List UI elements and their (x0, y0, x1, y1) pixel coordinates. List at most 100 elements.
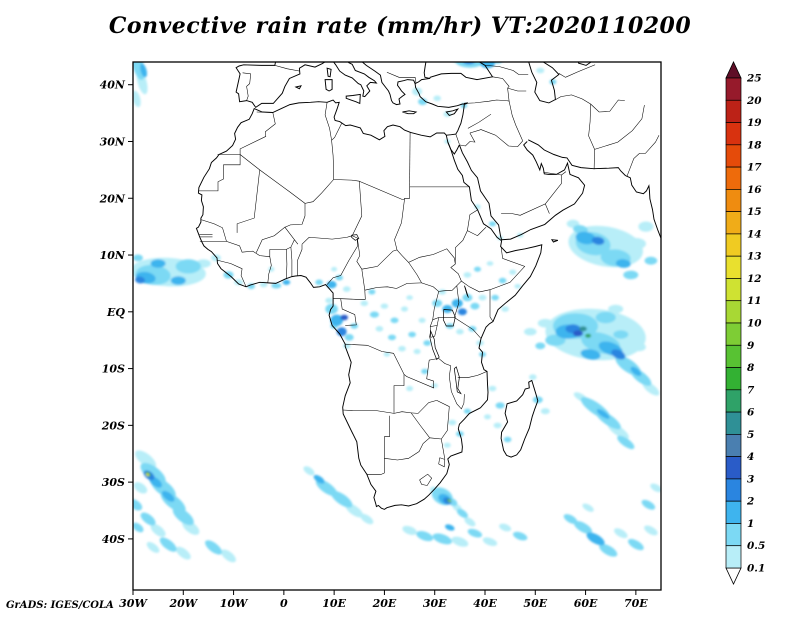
rain-cell (501, 306, 509, 312)
country-border (419, 473, 433, 486)
country-border (464, 99, 507, 104)
colorbar-label: 12 (747, 273, 762, 285)
country-border (454, 317, 482, 339)
rain-cell (369, 311, 379, 318)
colorbar-label: 10 (747, 318, 762, 330)
lon-tick-label: 60E (574, 597, 598, 610)
country-border (469, 129, 523, 147)
colorbar-label: 18 (747, 139, 762, 151)
country-border (269, 239, 295, 250)
rain-cell (608, 304, 624, 314)
lake-outline (464, 285, 469, 298)
coastline (445, 108, 460, 116)
rain-cell (580, 349, 601, 360)
country-border (290, 247, 293, 277)
country-border (393, 374, 405, 414)
country-border (590, 99, 625, 113)
lat-tick-label: 20N (99, 192, 126, 205)
rain-cell (573, 330, 583, 337)
lake-outline (351, 234, 360, 241)
rain-cell (432, 533, 452, 545)
rain-cell (524, 328, 537, 336)
rain-cell (390, 317, 399, 324)
lon-tick-label: 50E (523, 597, 547, 610)
colorbar-label: 3 (747, 473, 754, 485)
country-border (459, 132, 476, 147)
country-border (226, 241, 270, 257)
rain-cell (451, 536, 469, 547)
lon-tick-label: 10E (322, 597, 346, 610)
lon-tick-label: 10W (220, 597, 249, 610)
rain-cell (644, 256, 658, 265)
colorbar-segment (725, 478, 742, 502)
rain-cell (205, 540, 222, 555)
rain-cell (416, 531, 434, 542)
rain-cell (259, 282, 268, 288)
coastline (528, 62, 560, 104)
country-border (467, 227, 487, 237)
colorbar-label: 11 (747, 295, 762, 307)
rain-cell (413, 348, 421, 355)
country-border (361, 249, 403, 270)
coastline (527, 139, 661, 240)
rain-cell (342, 343, 351, 349)
rain-cell (613, 330, 629, 339)
country-border (331, 123, 342, 141)
lat-tick-label: 10N (100, 249, 126, 262)
country-border (450, 263, 462, 282)
rain-cell (325, 297, 333, 304)
rain-cell (380, 303, 389, 309)
rain-cell (146, 541, 160, 553)
country-border (558, 64, 596, 78)
country-border (356, 237, 363, 270)
country-border (239, 154, 306, 204)
country-border (386, 71, 417, 84)
rain-cell (582, 503, 594, 512)
rain-cell (650, 483, 661, 493)
colorbar-segment (725, 255, 742, 279)
colorbar-label: 20 (746, 95, 762, 107)
rain-cell (464, 517, 476, 527)
rain-cell (484, 414, 491, 420)
rain-cell (641, 499, 656, 510)
rain-cell (448, 419, 457, 426)
rain-cell (596, 409, 610, 419)
country-border (242, 72, 252, 101)
rain-cell (486, 261, 494, 266)
country-border (588, 103, 595, 150)
rain-cell (406, 295, 413, 300)
rain-cell (575, 231, 596, 245)
lat-tick-label: 20S (101, 419, 125, 432)
rain-cell (574, 521, 593, 534)
rain-cell (375, 326, 384, 332)
colorbar-segment (725, 233, 742, 257)
country-border (333, 290, 366, 300)
rain-cell (498, 277, 507, 284)
lon-tick-label: 70E (624, 597, 648, 610)
country-border (545, 203, 550, 214)
country-border (545, 171, 567, 205)
plot-frame (132, 61, 662, 591)
rain-cell (617, 435, 635, 450)
rain-cell (247, 283, 255, 290)
rain-cell (478, 294, 487, 301)
rain-cell (360, 300, 369, 307)
rain-cell (172, 507, 194, 526)
rain-cell (493, 422, 502, 429)
rain-cell (133, 499, 143, 511)
country-border (351, 181, 363, 236)
country-border (408, 248, 456, 265)
lat-tick-label: 40N (100, 79, 126, 92)
grads-credit: GrADS: IGES/COLA (6, 600, 114, 611)
rain-cell (585, 333, 592, 338)
rain-cell (325, 303, 338, 315)
lon-tick-label: 40E (473, 597, 497, 610)
colorbar-segment (725, 456, 742, 480)
rain-cell (350, 323, 359, 329)
country-border (359, 180, 405, 200)
country-border (286, 249, 288, 279)
colorbar-label: 19 (747, 117, 762, 129)
rain-cell (150, 523, 166, 537)
rain-shading (133, 62, 661, 563)
rain-cell (457, 308, 467, 316)
